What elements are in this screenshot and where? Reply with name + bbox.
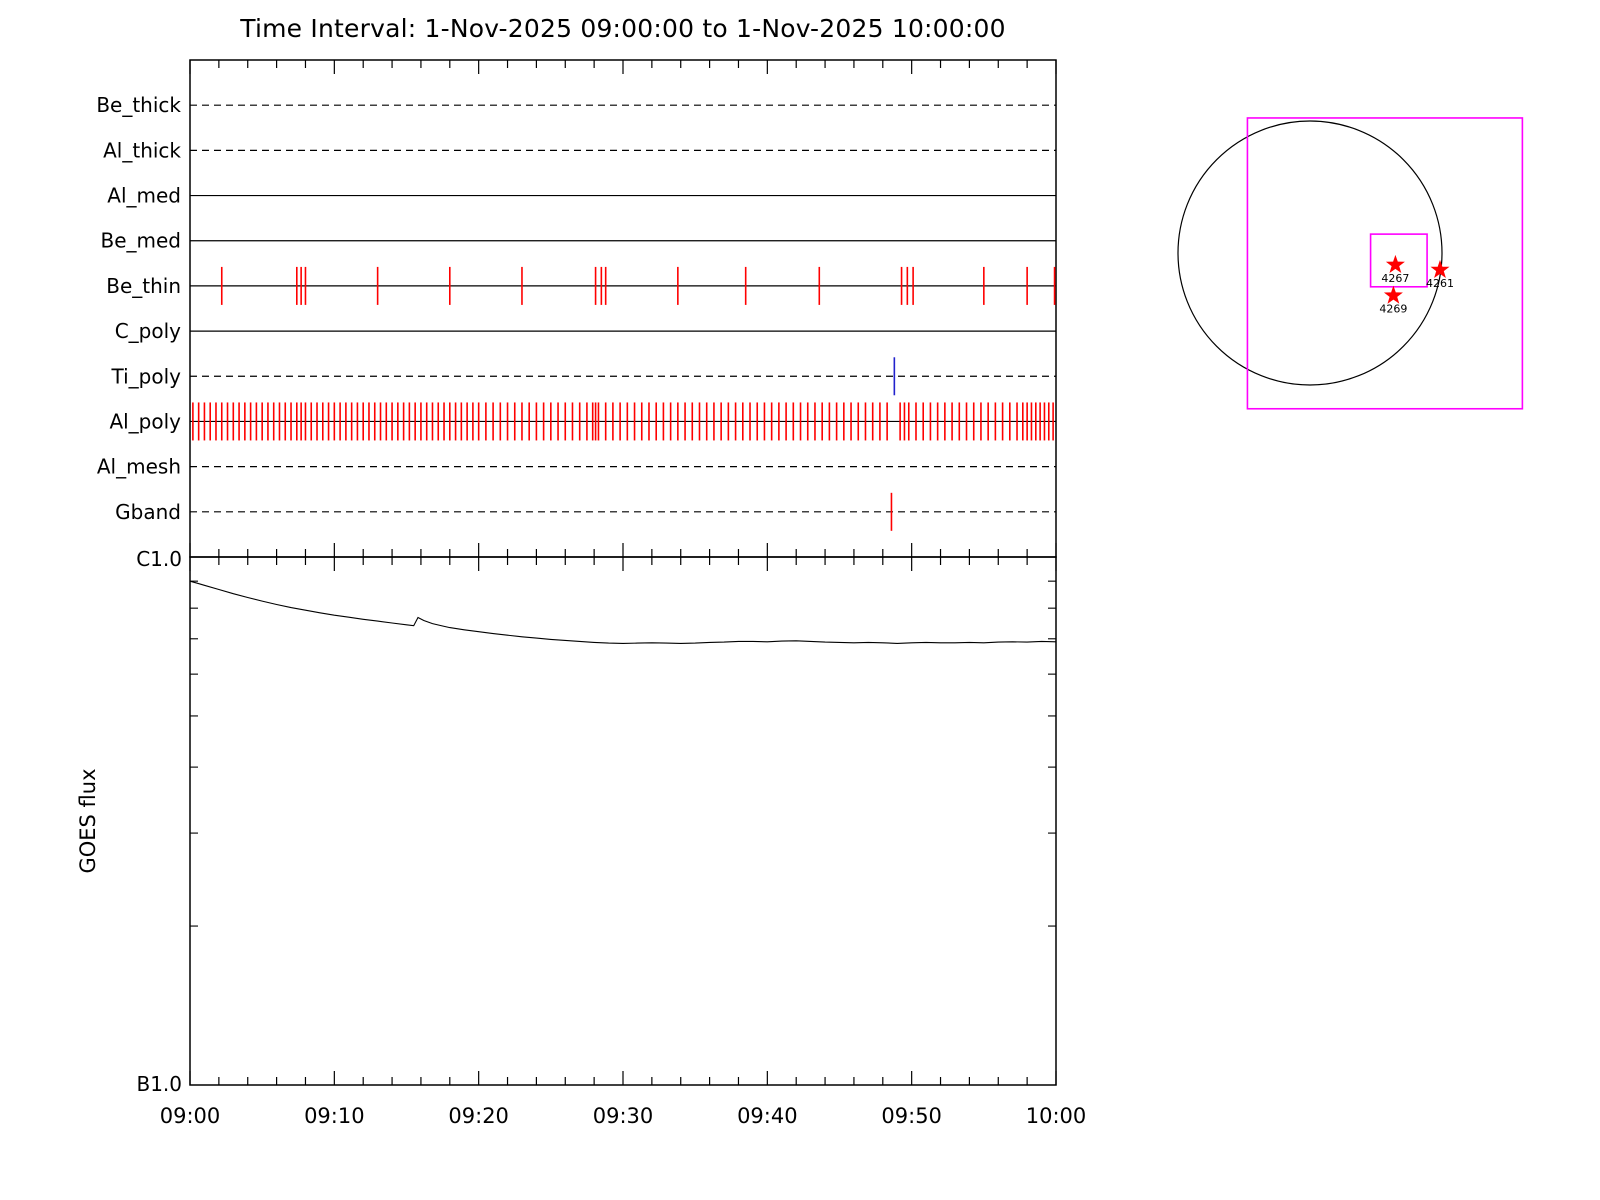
goes-y-bottom-label: B1.0 bbox=[136, 1072, 182, 1096]
goes-x-tick-label: 09:30 bbox=[593, 1104, 654, 1128]
solar-pointing-map: 4267 4261 4269 bbox=[1177, 117, 1524, 410]
active-region-star bbox=[1430, 259, 1450, 278]
filter-label-Be_thick: Be_thick bbox=[96, 93, 181, 117]
goes-x-tick-label: 10:00 bbox=[1026, 1104, 1087, 1128]
filter-label-Al_poly: Al_poly bbox=[109, 409, 181, 433]
filter-label-Be_thin: Be_thin bbox=[106, 274, 181, 298]
goes-flux-curve bbox=[189, 580, 1057, 644]
fov-box bbox=[1369, 233, 1428, 288]
goes-flux-panel: C1.0 B1.0 GOES flux 09:00 09:10 09:20 09:30 09:… bbox=[76, 547, 1086, 1128]
fov-box bbox=[1246, 117, 1524, 410]
filter-label-Al_med: Al_med bbox=[107, 184, 181, 208]
goes-y-top-label: C1.0 bbox=[136, 547, 182, 571]
goes-y-axis-title: GOES flux bbox=[76, 768, 100, 873]
goes-x-tick-label: 09:40 bbox=[737, 1104, 798, 1128]
filter-label-Ti_poly: Ti_poly bbox=[111, 364, 182, 388]
active-region-star bbox=[1385, 254, 1405, 273]
active-region-label: 4269 bbox=[1379, 303, 1407, 316]
timeline-axes-box bbox=[189, 59, 1057, 558]
goes-x-tick-label: 09:10 bbox=[304, 1104, 365, 1128]
filter-timeline-panel: Be_thick Al_thick Al_med Be_med Be_thin C_pol… bbox=[96, 59, 1057, 558]
active-region-label: 4261 bbox=[1426, 277, 1454, 290]
goes-x-tick-label: 09:00 bbox=[160, 1104, 221, 1128]
active-region-star bbox=[1383, 285, 1403, 304]
filter-label-C_poly: C_poly bbox=[115, 319, 181, 343]
filter-label-Be_med: Be_med bbox=[100, 229, 181, 253]
goes-x-tick-label: 09:20 bbox=[448, 1104, 509, 1128]
goes-axes-box bbox=[189, 556, 1057, 1086]
filter-label-Al_mesh: Al_mesh bbox=[97, 455, 181, 479]
goes-x-tick-label: 09:50 bbox=[881, 1104, 942, 1128]
active-region-label: 4267 bbox=[1381, 272, 1409, 285]
filter-label-Al_thick: Al_thick bbox=[103, 138, 181, 162]
filter-label-Gband: Gband bbox=[115, 500, 181, 524]
plot-title: Time Interval: 1-Nov-2025 09:00:00 to 1-… bbox=[240, 14, 1006, 43]
solar-limb-circle bbox=[1177, 120, 1443, 386]
